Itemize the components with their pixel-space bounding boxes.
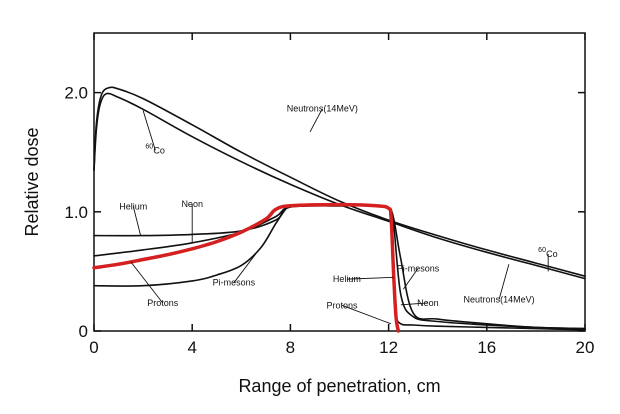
annotation-label: Co [153,145,165,155]
annotation-superscript: 60 [538,247,546,254]
x-tick-label: 20 [576,338,595,357]
annotation-label: Neon [181,199,203,209]
x-tick-label: 8 [286,338,295,357]
annotation-superscript: 60 [145,143,153,150]
annotation-leader [341,304,392,325]
annotation-leader [233,253,257,283]
x-tick-label: 0 [89,338,98,357]
annotation-label: Neon [417,298,439,308]
series-line-co60 [93,92,586,280]
x-tick-label: 4 [187,338,196,357]
annotation-leader [346,276,394,280]
annotation-label: Co [546,249,558,259]
series-lines [92,86,586,333]
annotation-leader [400,302,428,306]
annotation-label: Helium [119,201,147,211]
y-tick-label: 0 [79,322,88,341]
annotation-leader [132,206,142,236]
annotation-label: Neutrons(14MeV) [464,294,535,304]
series-line-neutrons [93,86,586,277]
annotation-label: Protons [147,298,179,308]
plot-frame [93,32,586,332]
series-line-protons [92,202,401,333]
x-tick-label: 16 [477,338,496,357]
annotation-leader [498,264,510,300]
y-tick-label: 2.0 [64,84,88,103]
x-axis-title: Range of penetration, cm [238,376,440,396]
annotation-label: Helium [333,274,361,284]
annotation-label: Pi-mesons [213,278,256,288]
series-line-helium [93,204,586,331]
annotation-label: Neutrons(14MeV) [287,104,358,114]
annotation-label: Protons [326,300,358,310]
annotation-leader [130,261,164,304]
x-tick-label: 12 [379,338,398,357]
annotation-label: Pi-mesons [397,263,440,273]
annotation-leader [142,110,156,151]
axis-ticks: 0 4 8 12 16 20 0 1.0 2.0 [64,33,594,357]
y-axis-title: Relative dose [22,127,42,236]
annotation-leader [309,108,323,133]
annotation-leader [402,268,419,290]
y-tick-label: 1.0 [64,203,88,222]
